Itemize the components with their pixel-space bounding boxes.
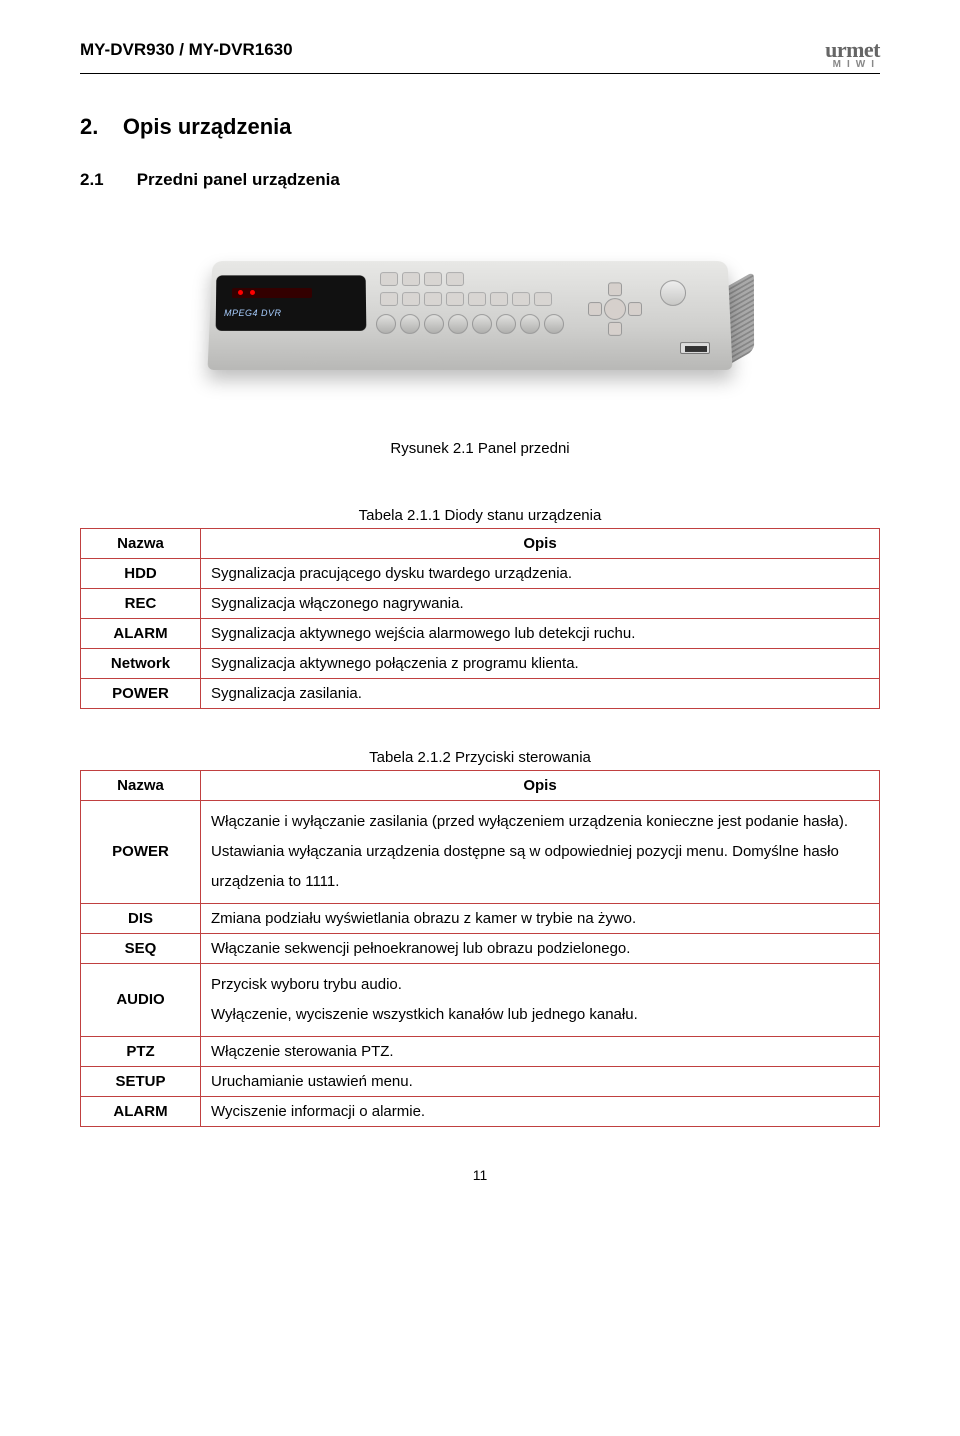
device-button xyxy=(402,292,420,306)
page-header: MY-DVR930 / MY-DVR1630 urmet MIWI xyxy=(80,40,880,74)
cell-desc: Wyciszenie informacji o alarmie. xyxy=(201,1096,880,1126)
cell-name: Network xyxy=(81,648,201,678)
cell-desc: Przycisk wyboru trybu audio. Wyłączenie,… xyxy=(201,963,880,1036)
table2-header-desc: Opis xyxy=(201,770,880,800)
dpad-center-icon xyxy=(604,298,626,320)
device-button xyxy=(380,272,398,286)
logo-main-text: urmet xyxy=(825,40,880,60)
device-round-button xyxy=(520,314,540,334)
cell-name: POWER xyxy=(81,678,201,708)
device-button-row-bottom xyxy=(376,314,564,334)
device-round-button xyxy=(376,314,396,334)
table-header-row: Nazwa Opis xyxy=(81,528,880,558)
table-row: AUDIO Przycisk wyboru trybu audio. Wyłąc… xyxy=(81,963,880,1036)
device-round-button xyxy=(448,314,468,334)
cell-name: HDD xyxy=(81,558,201,588)
cell-name: AUDIO xyxy=(81,963,201,1036)
dpad-down-icon xyxy=(608,322,622,336)
table-row: REC Sygnalizacja włączonego nagrywania. xyxy=(81,588,880,618)
cell-name: ALARM xyxy=(81,618,201,648)
table2-caption: Tabela 2.1.2 Przyciski sterowania xyxy=(80,749,880,766)
cell-desc: Uruchamianie ustawień menu. xyxy=(201,1066,880,1096)
dpad-right-icon xyxy=(628,302,642,316)
device-round-button xyxy=(424,314,444,334)
section-number: 2. xyxy=(80,114,98,139)
cell-desc: Zmiana podziału wyświetlania obrazu z ka… xyxy=(201,903,880,933)
device-round-button xyxy=(472,314,492,334)
brand-logo: urmet MIWI xyxy=(825,40,880,69)
cell-name: ALARM xyxy=(81,1096,201,1126)
table1-header-name: Nazwa xyxy=(81,528,201,558)
cell-desc: Sygnalizacja włączonego nagrywania. xyxy=(201,588,880,618)
cell-desc: Sygnalizacja aktywnego wejścia alarmoweg… xyxy=(201,618,880,648)
device-front-panel xyxy=(216,275,367,330)
cell-name: PTZ xyxy=(81,1036,201,1066)
device-button xyxy=(380,292,398,306)
subsection-heading: 2.1 Przedni panel urządzenia xyxy=(80,170,880,190)
table2-header-name: Nazwa xyxy=(81,770,201,800)
device-illustration: MPEG4 DVR xyxy=(190,220,770,420)
device-button xyxy=(512,292,530,306)
device-button-row-mid xyxy=(380,292,552,306)
table-row: SETUP Uruchamianie ustawień menu. xyxy=(81,1066,880,1096)
table-row: DIS Zmiana podziału wyświetlania obrazu … xyxy=(81,903,880,933)
device-button xyxy=(402,272,420,286)
device-dpad xyxy=(588,282,642,335)
device-button xyxy=(490,292,508,306)
table-row: Network Sygnalizacja aktywnego połączeni… xyxy=(81,648,880,678)
device-button xyxy=(446,292,464,306)
figure-caption: Rysunek 2.1 Panel przedni xyxy=(80,440,880,457)
section-heading: 2. Opis urządzenia xyxy=(80,114,880,140)
table-row: SEQ Włączanie sekwencji pełnoekranowej l… xyxy=(81,933,880,963)
cell-desc: Sygnalizacja zasilania. xyxy=(201,678,880,708)
device-round-button xyxy=(496,314,516,334)
table-row: PTZ Włączenie sterowania PTZ. xyxy=(81,1036,880,1066)
cell-desc: Włączenie sterowania PTZ. xyxy=(201,1036,880,1066)
device-round-button xyxy=(544,314,564,334)
device-usb-port-icon xyxy=(680,342,710,354)
table-control-buttons: Nazwa Opis POWER Włączanie i wyłączanie … xyxy=(80,770,880,1127)
page: MY-DVR930 / MY-DVR1630 urmet MIWI 2. Opi… xyxy=(0,0,960,1213)
cell-name: POWER xyxy=(81,800,201,903)
device-button xyxy=(424,272,442,286)
logo-sub-text: MIWI xyxy=(825,60,880,69)
table-row: HDD Sygnalizacja pracującego dysku tward… xyxy=(81,558,880,588)
device-button-row-top xyxy=(380,272,464,286)
table-row: ALARM Wyciszenie informacji o alarmie. xyxy=(81,1096,880,1126)
table-row: POWER Włączanie i wyłączanie zasilania (… xyxy=(81,800,880,903)
cell-name: REC xyxy=(81,588,201,618)
table1-header-desc: Opis xyxy=(201,528,880,558)
header-title: MY-DVR930 / MY-DVR1630 xyxy=(80,40,293,60)
cell-desc: Sygnalizacja pracującego dysku twardego … xyxy=(201,558,880,588)
subsection-title: Przedni panel urządzenia xyxy=(137,170,340,189)
table1-caption: Tabela 2.1.1 Diody stanu urządzenia xyxy=(80,507,880,524)
table-row: ALARM Sygnalizacja aktywnego wejścia ala… xyxy=(81,618,880,648)
device-power-button-icon xyxy=(660,280,686,306)
dpad-up-icon xyxy=(608,282,622,296)
cell-name: DIS xyxy=(81,903,201,933)
cell-desc: Sygnalizacja aktywnego połączenia z prog… xyxy=(201,648,880,678)
device-button xyxy=(424,292,442,306)
table-header-row: Nazwa Opis xyxy=(81,770,880,800)
cell-desc: Włączanie i wyłączanie zasilania (przed … xyxy=(201,800,880,903)
device-button xyxy=(468,292,486,306)
device-button xyxy=(446,272,464,286)
device-round-button xyxy=(400,314,420,334)
cell-name: SEQ xyxy=(81,933,201,963)
device-side-vent xyxy=(728,271,754,365)
device-button xyxy=(534,292,552,306)
device-led-strip xyxy=(232,288,312,298)
device-model-label: MPEG4 DVR xyxy=(224,308,282,318)
page-number: 11 xyxy=(80,1167,880,1183)
table-row: POWER Sygnalizacja zasilania. xyxy=(81,678,880,708)
section-title: Opis urządzenia xyxy=(123,114,292,139)
subsection-number: 2.1 xyxy=(80,170,104,189)
table-status-leds: Nazwa Opis HDD Sygnalizacja pracującego … xyxy=(80,528,880,709)
dpad-left-icon xyxy=(588,302,602,316)
cell-name: SETUP xyxy=(81,1066,201,1096)
cell-desc: Włączanie sekwencji pełnoekranowej lub o… xyxy=(201,933,880,963)
